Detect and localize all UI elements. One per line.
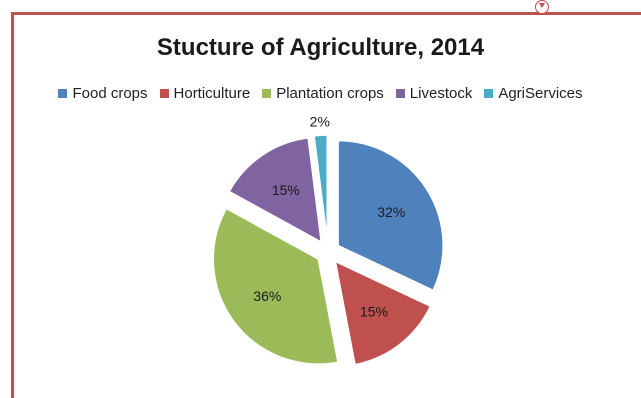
legend-swatch [395,89,405,98]
data-label-agriservices: 2% [310,113,330,129]
legend-label: AgriServices [498,85,583,102]
legend-item-horticulture: Horticulture [159,85,251,102]
pie-slice-food-crops [337,139,444,292]
chevron-down-circle-icon[interactable] [535,0,549,14]
pie-slice-horticulture [334,260,432,366]
data-label-food-crops: 32% [377,204,405,220]
legend-item-plantation-crops: Plantation crops [262,85,384,102]
legend-label: Food crops [72,85,148,102]
data-label-horticulture: 15% [360,303,388,319]
legend-label: Plantation crops [276,85,384,102]
legend-swatch [262,89,272,98]
legend-label: Livestock [409,85,473,102]
data-label-livestock: 15% [272,182,300,198]
chart-legend: Food crops Horticulture Plantation crops… [0,85,641,102]
legend-item-food-crops: Food crops [58,85,148,102]
legend-swatch [484,89,494,98]
legend-item-livestock: Livestock [395,85,473,102]
legend-swatch [58,89,68,98]
legend-item-agriservices: AgriServices [484,85,583,102]
chart-title: Stucture of Agriculture, 2014 [156,34,485,61]
legend-label: Horticulture [173,85,251,102]
legend-swatch [159,89,169,98]
pie-slice-agriservices [313,134,328,241]
pie-slice-livestock [228,137,323,244]
data-label-plantation-crops: 36% [253,288,281,304]
pie-slice-plantation-crops [212,207,339,365]
